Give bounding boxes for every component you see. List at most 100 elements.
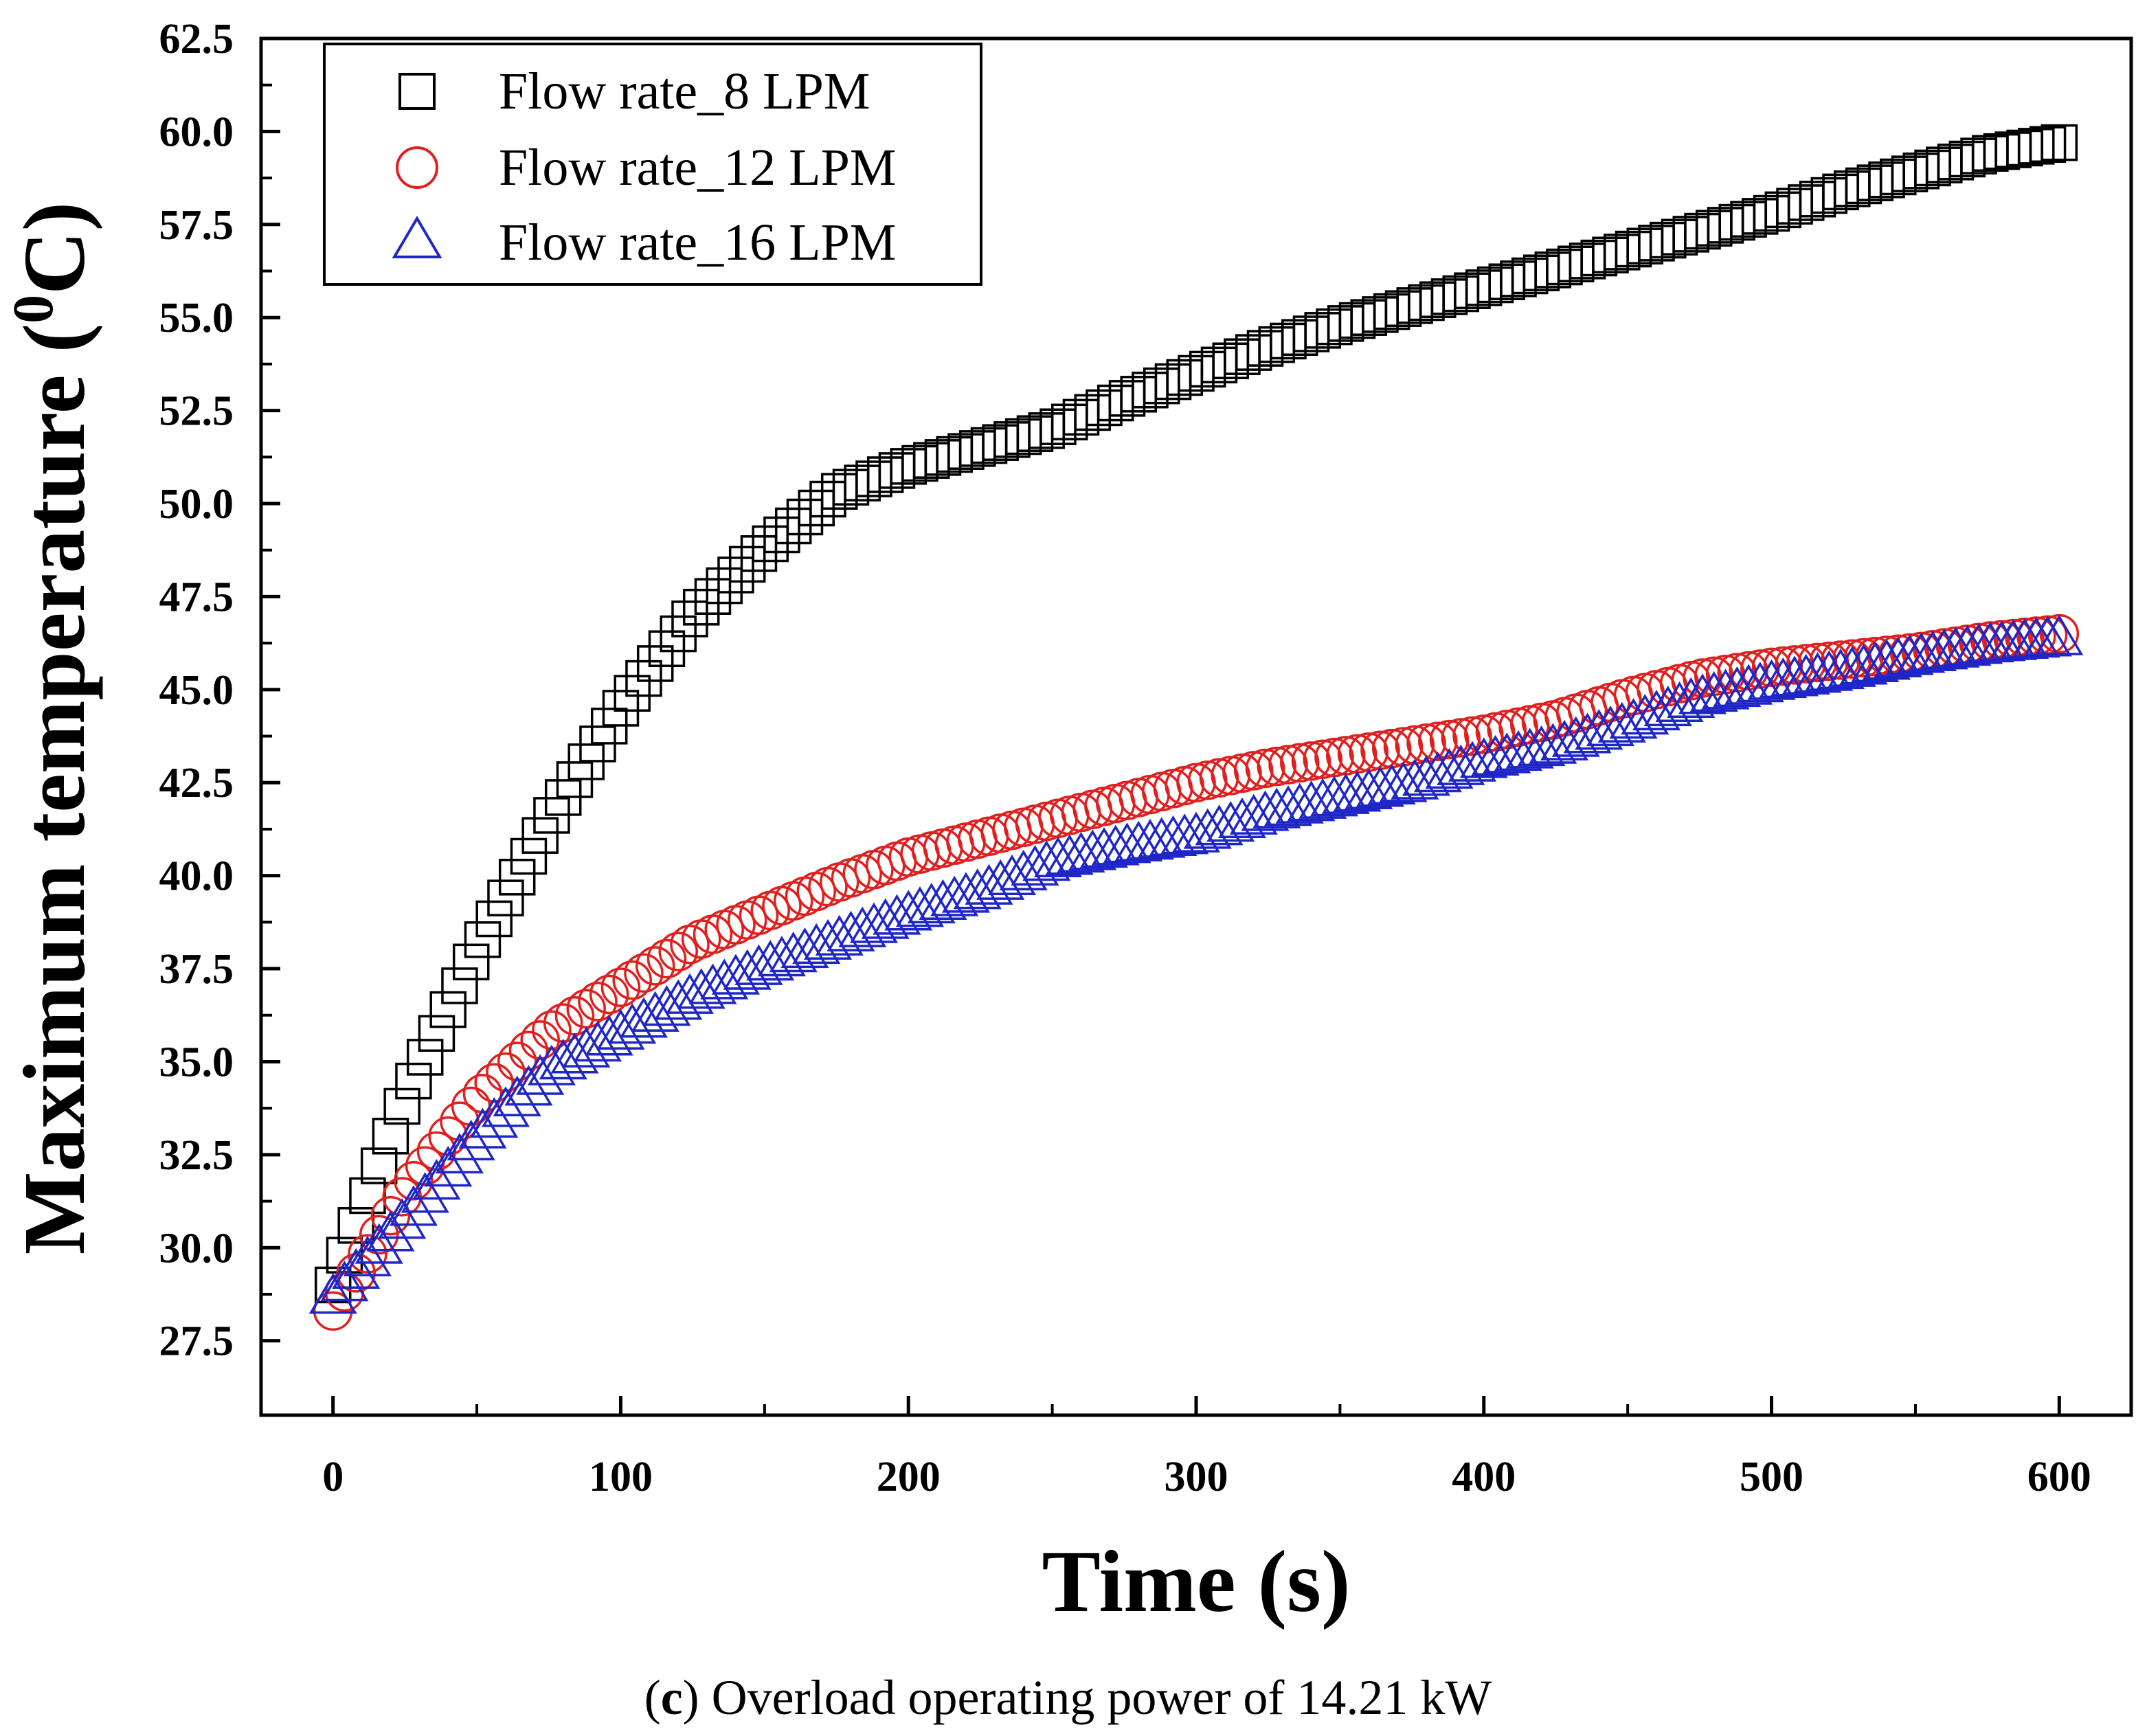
data-point — [740, 535, 778, 572]
data-point — [1183, 808, 1232, 849]
y-tick-label: 62.5 — [159, 16, 234, 63]
data-point — [941, 872, 991, 913]
data-point — [987, 854, 1037, 895]
data-point — [355, 1223, 403, 1264]
data-point — [2018, 128, 2055, 165]
data-point — [1011, 844, 1059, 886]
series-triangle — [308, 614, 2084, 1314]
data-point — [1275, 782, 1324, 824]
data-point — [1206, 801, 1255, 842]
x-tick-label: 600 — [2027, 1454, 2091, 1500]
data-point — [861, 898, 910, 939]
legend-marker-square — [398, 73, 436, 110]
data-point — [660, 615, 697, 653]
x-tick-label: 100 — [589, 1454, 653, 1500]
data-point — [596, 1008, 645, 1050]
data-point — [1851, 641, 1900, 682]
data-point — [539, 1039, 587, 1080]
data-point — [412, 1159, 461, 1200]
y-tick-label: 40.0 — [159, 853, 234, 900]
figure-caption: (c) Overload operating power of 14.21 kW — [644, 1670, 1492, 1725]
data-point — [803, 918, 853, 960]
data-point — [1586, 705, 1635, 747]
data-point — [831, 858, 871, 898]
y-tick-label: 45.0 — [159, 667, 234, 714]
data-point — [320, 1261, 369, 1302]
data-point — [1994, 131, 2032, 168]
data-point — [1292, 315, 1330, 352]
data-point — [372, 1118, 409, 1155]
data-point — [877, 841, 917, 881]
data-point — [1776, 188, 1813, 225]
data-point — [642, 985, 691, 1026]
data-point — [435, 1132, 484, 1174]
data-point — [1655, 681, 1704, 723]
caption-text: Overload operating power of 14.21 kW — [699, 1670, 1492, 1725]
data-point — [395, 1062, 432, 1100]
data-point — [1022, 840, 1071, 881]
data-point — [1494, 730, 1543, 771]
y-tick-label: 30.0 — [159, 1225, 234, 1272]
data-point — [1701, 668, 1750, 710]
data-point — [452, 943, 490, 981]
legend-marker-triangle — [392, 216, 442, 258]
y-tick-label: 35.0 — [159, 1039, 234, 1085]
axis-ticks: 0 100 200 300 400 500 600 27.5 30.0 32.5 35.0 37.5 4… — [159, 16, 2091, 1500]
data-point — [337, 1207, 374, 1244]
data-point — [1229, 793, 1278, 835]
data-point — [585, 1015, 633, 1056]
data-point — [1786, 644, 1826, 684]
data-point — [441, 967, 478, 1004]
x-axis-title: Time (s) — [1042, 1533, 1350, 1630]
y-axis-title-unit: C) — [5, 202, 103, 295]
data-point — [1222, 753, 1262, 793]
data-point — [907, 882, 956, 924]
data-point — [1775, 645, 1814, 685]
data-point — [1724, 664, 1773, 705]
y-tick-label: 37.5 — [159, 946, 234, 993]
data-point — [976, 859, 1025, 900]
x-tick-label: 300 — [1165, 1454, 1228, 1500]
data-point — [1471, 734, 1520, 776]
data-point — [769, 932, 818, 973]
data-point — [1057, 831, 1105, 873]
data-point — [383, 1087, 420, 1125]
y-axis-title: Maximum temperature (0C) — [1, 202, 103, 1255]
data-point — [1437, 744, 1485, 785]
x-tick-label: 500 — [1740, 1454, 1803, 1500]
data-point — [1287, 780, 1336, 822]
data-point — [1263, 785, 1313, 826]
data-point — [815, 914, 864, 956]
data-point — [819, 862, 859, 902]
data-point — [313, 1291, 353, 1331]
data-point — [1241, 790, 1290, 831]
data-point — [1402, 755, 1451, 796]
data-point — [1609, 698, 1658, 739]
data-point — [838, 906, 887, 947]
data-point — [1517, 725, 1566, 767]
data-point — [688, 963, 737, 1004]
data-point — [1217, 797, 1267, 839]
x-tick-label: 400 — [1452, 1454, 1516, 1500]
data-point — [849, 902, 899, 943]
data-point — [746, 940, 795, 981]
y-axis-title-superscript: 0 — [1, 295, 65, 324]
legend-label-16lpm: Flow rate_16 LPM — [499, 214, 896, 271]
data-point — [510, 837, 548, 875]
data-point — [424, 1146, 473, 1187]
data-point — [1356, 766, 1405, 807]
data-point — [470, 1096, 519, 1138]
data-point — [792, 923, 841, 965]
data-point — [608, 1003, 657, 1044]
data-point — [1816, 648, 1865, 690]
data-point — [401, 1172, 449, 1213]
data-point — [1448, 741, 1497, 782]
data-point — [842, 854, 882, 894]
data-point — [1299, 778, 1347, 819]
data-point — [827, 910, 875, 951]
data-point — [481, 1086, 530, 1127]
data-point — [1483, 732, 1531, 774]
data-point — [1667, 677, 1716, 718]
data-point — [1632, 689, 1681, 731]
